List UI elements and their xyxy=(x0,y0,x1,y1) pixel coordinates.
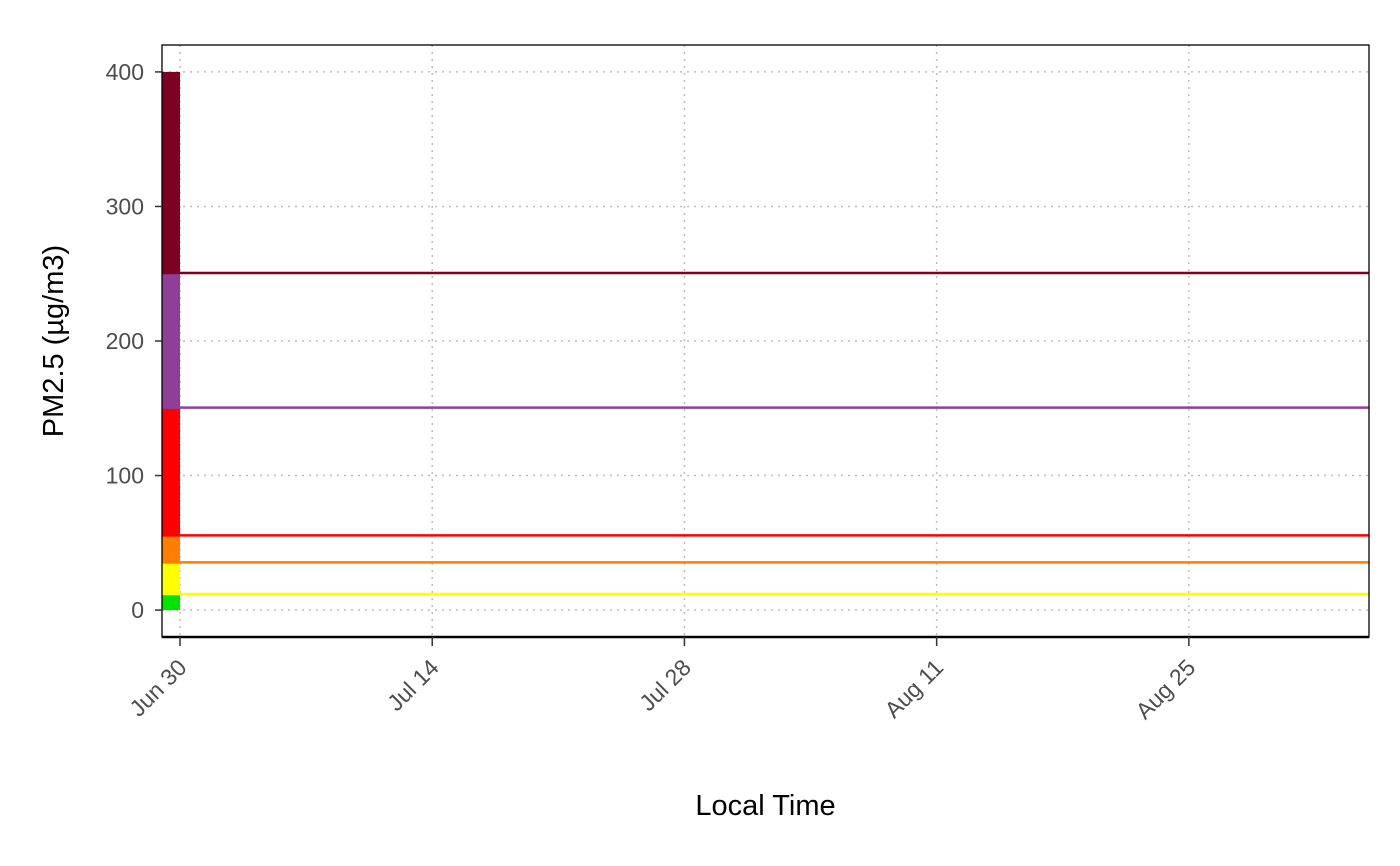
aqi-band xyxy=(162,535,181,563)
y-tick-label: 100 xyxy=(106,463,144,489)
aqi-band xyxy=(162,273,181,408)
x-tick-label: Jun 30 xyxy=(124,654,191,721)
aqi-color-bar xyxy=(162,71,181,611)
aqi-band xyxy=(162,562,181,594)
y-tick-label: 200 xyxy=(106,328,144,354)
aqi-band xyxy=(162,407,181,536)
aqi-band xyxy=(162,71,181,274)
y-tick-label: 300 xyxy=(106,193,144,219)
x-tick-label: Aug 11 xyxy=(879,654,948,723)
x-axis-title: Local Time xyxy=(695,790,835,822)
y-tick-label: 0 xyxy=(131,597,144,623)
x-tick-label: Jul 14 xyxy=(382,654,444,716)
aqi-threshold-lines xyxy=(162,271,1369,596)
grid xyxy=(162,45,1369,637)
aqi-band xyxy=(162,593,181,611)
y-axis-ticks: 0 100 200 300 400 xyxy=(106,59,162,623)
x-tick-label: Jul 28 xyxy=(634,654,696,716)
y-axis-title: PM2.5 (µg/m3) xyxy=(38,245,70,437)
y-tick-label: 400 xyxy=(106,59,144,85)
x-axis-ticks: Jun 30 Jul 14 Jul 28 Aug 11 Aug 25 xyxy=(124,637,1200,724)
x-tick-label: Aug 25 xyxy=(1130,654,1200,724)
